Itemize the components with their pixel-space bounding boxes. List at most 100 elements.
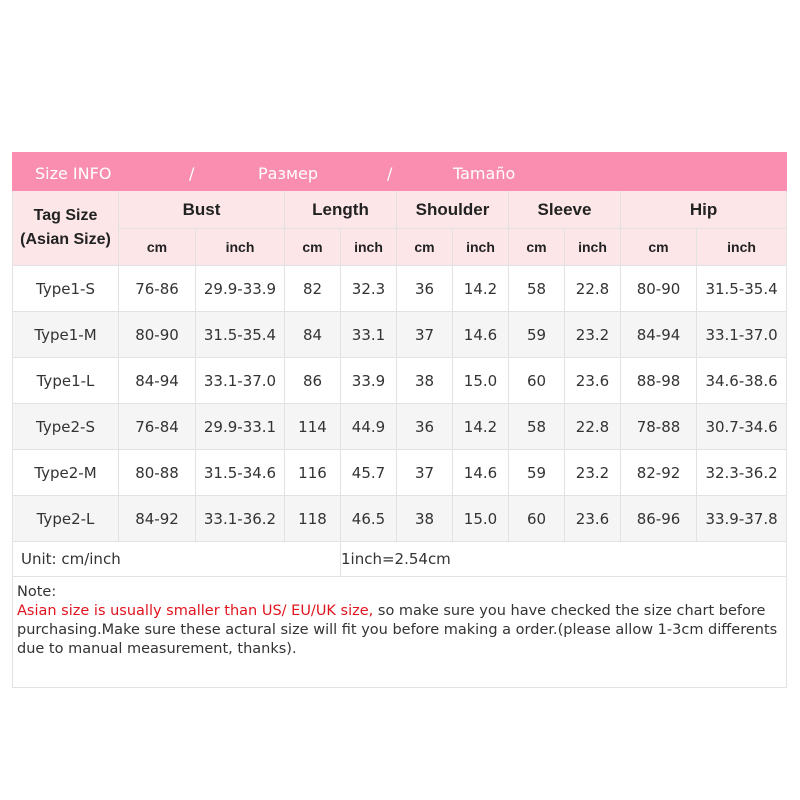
value-cell: 80-90 xyxy=(118,311,196,358)
value-cell: 36 xyxy=(396,265,453,312)
inch-header: inch xyxy=(340,228,397,266)
value-cell: 23.2 xyxy=(564,311,621,358)
value-cell: 80-88 xyxy=(118,449,196,496)
value-cell: 118 xyxy=(284,495,341,542)
size-table: Size INFO / Размер / Tamaño Tag Size (Asi… xyxy=(11,152,788,688)
value-cell: 33.1-36.2 xyxy=(195,495,285,542)
value-cell: 22.8 xyxy=(564,265,621,312)
hip-header: Hip xyxy=(619,190,788,229)
value-cell: 46.5 xyxy=(340,495,397,542)
value-cell: 33.1 xyxy=(340,311,397,358)
value-cell: 58 xyxy=(508,265,565,312)
value-cell: 15.0 xyxy=(452,357,509,404)
inch-header: inch xyxy=(452,228,509,266)
value-cell: 23.2 xyxy=(564,449,621,496)
value-cell: 86 xyxy=(284,357,341,404)
value-cell: 14.2 xyxy=(452,265,509,312)
unit-text: Unit: cm/inch xyxy=(12,541,341,577)
unit-header-row: cm inch cm inch cm inch cm inch cm inch xyxy=(13,228,788,266)
value-cell: 38 xyxy=(396,495,453,542)
value-cell: 59 xyxy=(508,311,565,358)
table-row: Type2-M 80-88 31.5-34.6 116 45.7 37 14.6 59 23.2… xyxy=(12,449,788,496)
value-cell: 114 xyxy=(284,403,341,450)
value-cell: 34.6-38.6 xyxy=(695,357,788,404)
title-bar: Size INFO / Размер / Tamaño xyxy=(11,152,788,191)
value-cell: 45.7 xyxy=(340,449,397,496)
size-cell: Type2-S xyxy=(12,403,119,450)
value-cell: 29.9-33.9 xyxy=(195,265,285,312)
value-cell: 33.9-37.8 xyxy=(695,495,788,542)
note-text: so make sure you have checked the size c… xyxy=(17,603,778,657)
value-cell: 14.6 xyxy=(452,449,509,496)
cm-header: cm xyxy=(508,228,565,266)
value-cell: 86-96 xyxy=(620,495,697,542)
title-spanish: Tamaño xyxy=(453,164,516,183)
value-cell: 14.2 xyxy=(452,403,509,450)
value-cell: 82 xyxy=(284,265,341,312)
value-cell: 82-92 xyxy=(620,449,697,496)
value-cell: 84 xyxy=(284,311,341,358)
value-cell: 37 xyxy=(396,311,453,358)
value-cell: 32.3 xyxy=(340,265,397,312)
value-cell: 88-98 xyxy=(620,357,697,404)
title-sep: / xyxy=(189,164,195,183)
cm-header: cm xyxy=(396,228,453,266)
value-cell: 37 xyxy=(396,449,453,496)
value-cell: 76-86 xyxy=(118,265,196,312)
value-cell: 23.6 xyxy=(564,357,621,404)
shoulder-header: Shoulder xyxy=(396,190,509,229)
value-cell: 84-94 xyxy=(620,311,697,358)
value-cell: 32.3-36.2 xyxy=(695,449,788,496)
value-cell: 22.8 xyxy=(564,403,621,450)
value-cell: 31.5-35.4 xyxy=(195,311,285,358)
title-english: Size INFO xyxy=(35,164,112,183)
value-cell: 58 xyxy=(508,403,565,450)
bust-header: Bust xyxy=(118,190,285,229)
value-cell: 59 xyxy=(508,449,565,496)
value-cell: 14.6 xyxy=(452,311,509,358)
inch-header: inch xyxy=(195,228,285,266)
value-cell: 23.6 xyxy=(564,495,621,542)
note-label: Note: xyxy=(17,584,57,600)
value-cell: 116 xyxy=(284,449,341,496)
value-cell: 15.0 xyxy=(452,495,509,542)
value-cell: 38 xyxy=(396,357,453,404)
cm-header: cm xyxy=(284,228,341,266)
conversion-text: 1inch=2.54cm xyxy=(339,541,788,577)
header-row: Tag Size (Asian Size) Bust Length Shoulde… xyxy=(12,190,788,266)
value-cell: 44.9 xyxy=(340,403,397,450)
value-cell: 30.7-34.6 xyxy=(695,403,788,450)
value-cell: 80-90 xyxy=(620,265,697,312)
value-cell: 36 xyxy=(396,403,453,450)
cm-header: cm xyxy=(118,228,196,266)
size-cell: Type1-S xyxy=(12,265,119,312)
unit-row: Unit: cm/inch 1inch=2.54cm xyxy=(12,541,788,577)
value-cell: 84-92 xyxy=(118,495,196,542)
sleeve-header: Sleeve xyxy=(508,190,621,229)
value-cell: 60 xyxy=(508,357,565,404)
value-cell: 76-84 xyxy=(118,403,196,450)
title-sep: / xyxy=(387,164,393,183)
table-row: Type1-L 84-94 33.1-37.0 86 33.9 38 15.0 60 23.6 8… xyxy=(12,357,788,404)
length-header: Length xyxy=(284,190,397,229)
cm-header: cm xyxy=(620,228,697,266)
table-row: Type1-M 80-90 31.5-35.4 84 33.1 37 14.6 59 23.2 8… xyxy=(12,311,788,358)
value-cell: 84-94 xyxy=(118,357,196,404)
value-cell: 31.5-34.6 xyxy=(195,449,285,496)
value-cell: 31.5-35.4 xyxy=(695,265,788,312)
value-cell: 33.1-37.0 xyxy=(195,357,285,404)
inch-header: inch xyxy=(695,228,788,266)
size-chart: Size INFO / Размер / Tamaño Tag Size (Asi… xyxy=(11,152,788,688)
size-cell: Type2-M xyxy=(12,449,119,496)
tag-size-header: Tag Size (Asian Size) xyxy=(12,190,119,266)
value-cell: 29.9-33.1 xyxy=(195,403,285,450)
asian-size-label: (Asian Size) xyxy=(20,231,111,248)
value-cell: 33.1-37.0 xyxy=(695,311,788,358)
size-cell: Type2-L xyxy=(12,495,119,542)
value-cell: 33.9 xyxy=(340,357,397,404)
note-row: Note: Asian size is usually smaller than … xyxy=(11,576,788,688)
title-russian: Размер xyxy=(258,164,319,183)
tag-size-label: Tag Size xyxy=(33,207,98,224)
value-cell: 78-88 xyxy=(620,403,697,450)
note-warning: Asian size is usually smaller than US/ E… xyxy=(17,603,374,619)
